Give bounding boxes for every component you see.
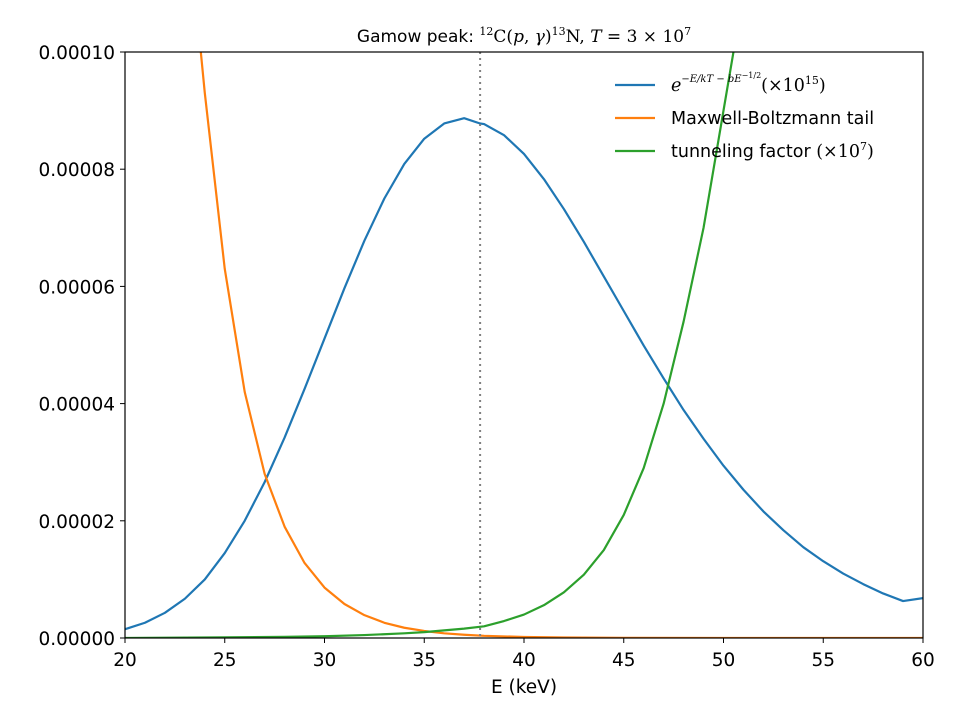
y-tick-label: 0.00006 [38,277,115,298]
series-layer [125,52,923,638]
legend-label-gamow: e−E/kT − bE−1/2(×1015) [671,71,826,96]
y-tick-label: 0.00002 [38,512,115,533]
legend-label-tunneling: tunneling factor (×107) [671,140,874,162]
series-tunneling-line [125,52,735,638]
y-tick-label: 0.00004 [38,395,115,416]
x-tick-label: 60 [911,650,935,671]
legend-label-maxwell: Maxwell-Boltzmann tail [671,109,874,129]
series-maxwell-line [199,52,923,638]
series-gamow-line [125,117,923,631]
y-axis: 0.00000 0.00002 0.00004 0.00006 0.00008 0.000… [38,43,125,650]
x-tick-label: 55 [811,650,835,671]
y-tick-label: 0.00010 [38,43,115,64]
legend-item-maxwell: Maxwell-Boltzmann tail [615,109,874,129]
plot-frame [124,51,924,639]
x-tick-label: 35 [412,650,436,671]
legend-item-tunneling: tunneling factor (×107) [615,140,874,162]
x-tick-label: 45 [612,650,636,671]
y-tick-label: 0.00008 [38,160,115,181]
chart-title: Gamow peak: 12C(p, γ)13N, T = 3 × 107 [357,25,691,47]
x-axis-label: E (keV) [491,677,557,698]
y-tick-label: 0.00000 [38,629,115,650]
x-tick-label: 20 [113,650,137,671]
x-tick-label: 50 [712,650,736,671]
x-tick-label: 25 [213,650,237,671]
x-tick-label: 30 [313,650,337,671]
legend: e−E/kT − bE−1/2(×1015) Maxwell-Boltzmann… [615,71,874,162]
x-tick-label: 40 [512,650,536,671]
legend-item-gamow: e−E/kT − bE−1/2(×1015) [615,71,826,96]
x-axis: 20 25 30 35 40 45 50 55 60 [113,638,935,671]
